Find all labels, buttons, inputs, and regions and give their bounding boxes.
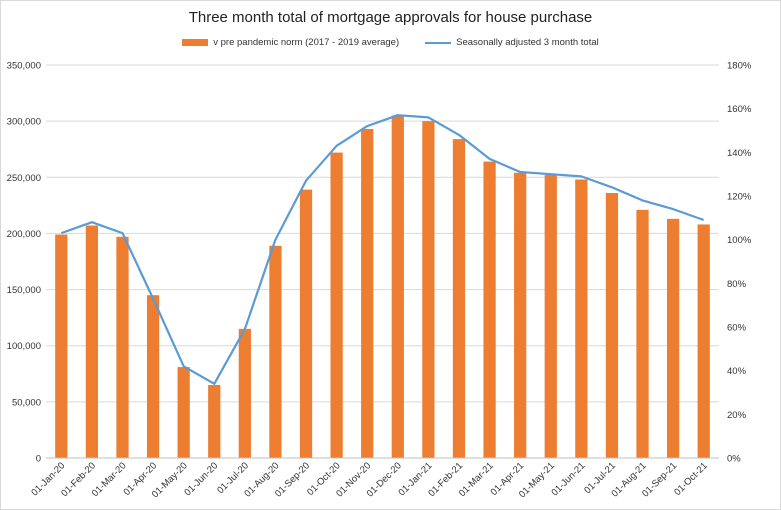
- y-right-tick-label: 120%: [727, 192, 752, 203]
- y-right-tick-label: 60%: [727, 323, 747, 334]
- bar: [636, 209, 649, 458]
- y-right-tick-label: 20%: [727, 410, 747, 421]
- y-right-tick-label: 180%: [727, 61, 752, 72]
- legend-label-line: Seasonally adjusted 3 month total: [456, 37, 599, 48]
- bar: [697, 224, 710, 458]
- bar: [575, 179, 588, 458]
- bar: [208, 385, 221, 458]
- y-left-tick-label: 150,000: [7, 285, 41, 296]
- y-right-tick-label: 0%: [727, 454, 741, 465]
- bar: [361, 129, 374, 458]
- bar: [330, 152, 343, 458]
- bar: [177, 367, 190, 458]
- bar: [666, 218, 680, 458]
- bar: [483, 161, 496, 458]
- bar: [238, 328, 251, 458]
- bar: [269, 245, 282, 458]
- y-left-tick-label: 200,000: [7, 229, 41, 240]
- y-left-tick-label: 0: [36, 454, 41, 465]
- legend-item-line: Seasonally adjusted 3 month total: [425, 37, 599, 48]
- bar: [452, 139, 466, 458]
- legend-item-bars: v pre pandemic norm (2017 - 2019 average…: [182, 37, 399, 48]
- bar: [299, 189, 313, 458]
- bar: [605, 193, 619, 458]
- y-right-tick-label: 140%: [727, 148, 752, 159]
- chart-title: Three month total of mortgage approvals …: [188, 9, 593, 26]
- x-tick-label: 01-Oct-21: [672, 460, 710, 498]
- bar: [146, 295, 160, 458]
- bar: [422, 121, 435, 459]
- bar: [116, 236, 129, 458]
- bar: [55, 234, 68, 458]
- y-left-tick-label: 100,000: [7, 341, 41, 352]
- y-right-tick-label: 40%: [727, 366, 747, 377]
- legend-label-bars: v pre pandemic norm (2017 - 2019 average…: [213, 37, 400, 48]
- legend-swatch-line: [425, 41, 452, 44]
- y-left-tick-label: 50,000: [12, 397, 41, 408]
- bar: [544, 175, 557, 459]
- bar: [514, 172, 527, 458]
- y-left-tick-label: 250,000: [7, 173, 41, 184]
- x-tick-label: 01-Jun-20: [182, 460, 220, 498]
- bar: [391, 115, 404, 459]
- chart-legend: v pre pandemic norm (2017 - 2019 average…: [1, 37, 780, 48]
- bar: [85, 225, 99, 458]
- y-left-tick-label: 300,000: [7, 117, 41, 128]
- series-line: [60, 114, 705, 385]
- y-right-tick-label: 160%: [727, 104, 752, 115]
- y-left-tick-label: 350,000: [7, 61, 41, 72]
- y-right-tick-label: 100%: [727, 235, 752, 246]
- x-tick-label: 01-Jun-21: [549, 460, 587, 498]
- legend-swatch-bar: [182, 39, 209, 46]
- y-right-tick-label: 80%: [727, 279, 747, 290]
